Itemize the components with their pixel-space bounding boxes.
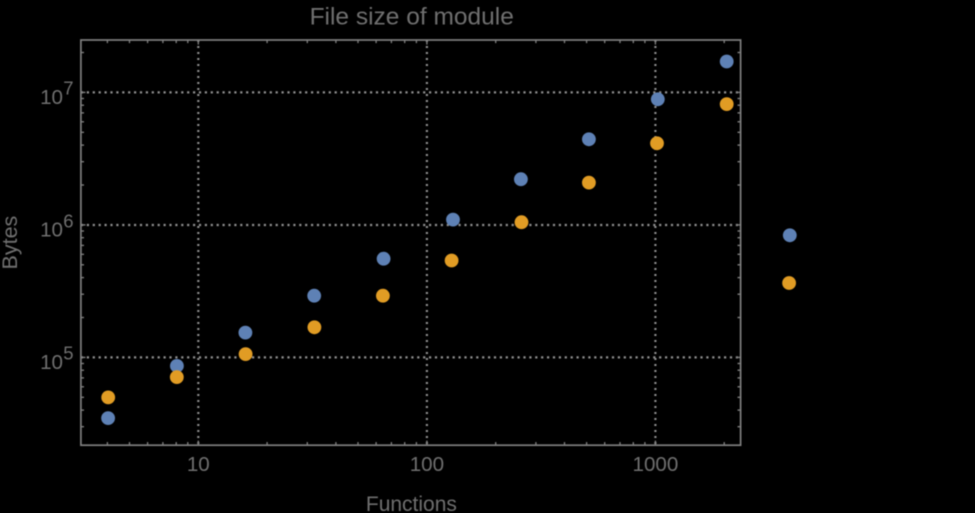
svg-text:File size of module: File size of module xyxy=(310,3,514,30)
svg-text:Functions: Functions xyxy=(366,493,457,513)
svg-text:Bytes: Bytes xyxy=(0,216,22,270)
svg-text:1000: 1000 xyxy=(632,453,678,476)
svg-text:6: 6 xyxy=(63,210,73,231)
svg-text:7: 7 xyxy=(63,78,73,99)
svg-text:10: 10 xyxy=(187,453,210,476)
svg-text:5: 5 xyxy=(63,343,73,364)
svg-text:10: 10 xyxy=(40,351,63,374)
svg-text:100: 100 xyxy=(410,453,444,476)
svg-text:10: 10 xyxy=(40,86,63,109)
svg-text:10: 10 xyxy=(40,218,63,241)
